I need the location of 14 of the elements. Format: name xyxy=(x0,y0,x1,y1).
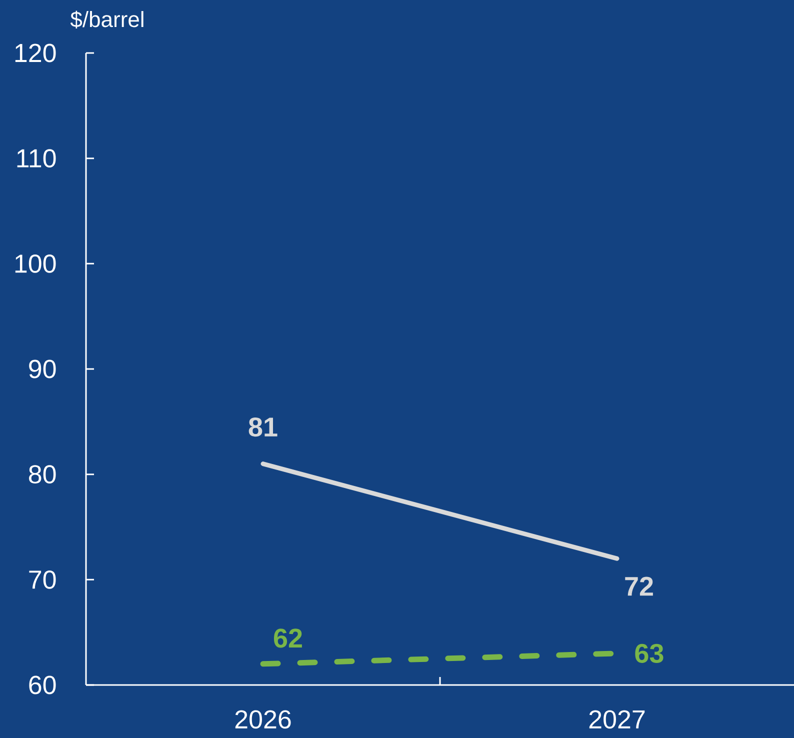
x-tick-label: 2027 xyxy=(589,710,645,729)
y-tick-label: 90 xyxy=(29,360,56,378)
y-tick-label: 110 xyxy=(17,149,56,168)
y-tick-label: 100 xyxy=(15,254,56,273)
y-tick-label: 120 xyxy=(15,44,56,62)
data-label: 72 xyxy=(625,576,653,596)
x-tick-label: 2026 xyxy=(235,710,291,729)
y-tick-label: 60 xyxy=(29,676,56,694)
y-axis-title: $/barrel xyxy=(70,10,144,29)
y-tick-label: 80 xyxy=(29,465,56,484)
data-label: 62 xyxy=(274,628,302,648)
data-label: 81 xyxy=(248,417,278,437)
y-tick-label: 70 xyxy=(29,570,56,589)
data-label: 63 xyxy=(635,644,664,663)
